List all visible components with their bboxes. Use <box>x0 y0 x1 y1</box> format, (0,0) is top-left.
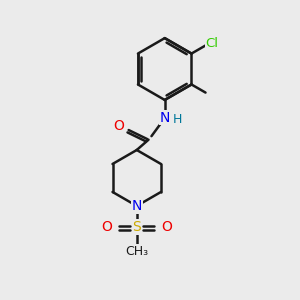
Text: O: O <box>114 119 124 133</box>
Text: S: S <box>132 220 141 234</box>
Text: CH₃: CH₃ <box>125 245 148 258</box>
Text: H: H <box>172 113 182 127</box>
Text: O: O <box>101 220 112 234</box>
Text: Cl: Cl <box>206 38 218 50</box>
Text: N: N <box>160 111 170 124</box>
Text: O: O <box>162 220 172 234</box>
Text: N: N <box>132 199 142 213</box>
